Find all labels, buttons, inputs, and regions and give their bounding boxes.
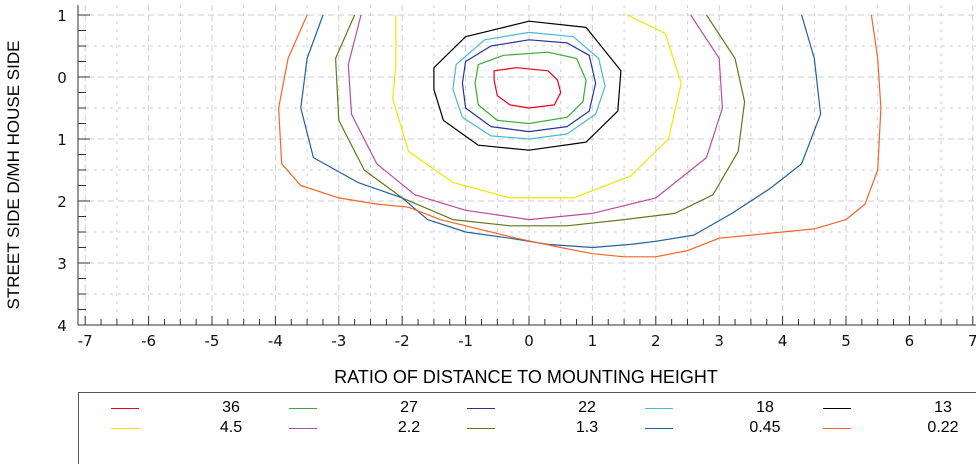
contour-line-0.45 <box>300 14 822 249</box>
legend-swatch <box>467 428 495 429</box>
legend-swatch <box>823 428 851 429</box>
y-tick-label: 2 <box>57 193 67 211</box>
legend-label: 13 <box>934 399 952 416</box>
contour-line-18 <box>452 31 606 140</box>
contour-line-4.5 <box>392 14 682 199</box>
x-axis-title: RATIO OF DISTANCE TO MOUNTING HEIGHT <box>334 367 718 387</box>
x-tick-label: 0 <box>524 332 534 350</box>
contour-line-1.3 <box>335 14 746 227</box>
legend-swatch <box>111 428 139 429</box>
x-tick-label: 7 <box>968 332 976 350</box>
x-tick-label: 1 <box>588 332 598 350</box>
legend-label: 1.3 <box>575 419 599 436</box>
grid-lines <box>78 5 976 325</box>
legend: 36 27 22 18 13 4.5 2.2 1.3 0.45 0.22 <box>78 392 976 464</box>
y-tick-label: 1 <box>57 131 67 149</box>
x-tick-label: 3 <box>714 332 724 350</box>
axes <box>77 5 976 326</box>
legend-swatch <box>289 408 317 409</box>
x-tick-label: -1 <box>458 332 473 350</box>
x-tick-label: -7 <box>78 332 93 350</box>
axis-ticks: -7 -6 -5 -4 -3 -2 -1 0 1 2 3 4 5 6 7 1 0 1 2 3 4 <box>57 7 976 350</box>
legend-label: 27 <box>400 399 418 416</box>
legend-label: 4.5 <box>219 419 243 436</box>
x-tick-label: -3 <box>331 332 346 350</box>
contour-lines <box>278 14 882 258</box>
x-tick-label: -6 <box>141 332 156 350</box>
x-tick-label: -4 <box>268 332 283 350</box>
legend-swatch <box>111 408 139 409</box>
x-tick-label: -5 <box>205 332 220 350</box>
x-tick-label: 2 <box>651 332 661 350</box>
y-axis-title: STREET SIDE D/MH HOUSE SIDE <box>4 40 23 310</box>
x-tick-label: -2 <box>395 332 410 350</box>
legend-label: 0.45 <box>749 419 781 436</box>
legend-swatch <box>645 408 673 409</box>
contour-line-13 <box>433 20 622 151</box>
y-tick-label: 4 <box>57 317 67 335</box>
legend-label: 18 <box>756 399 774 416</box>
legend-label: 2.2 <box>397 419 421 436</box>
y-tick-label: 0 <box>57 69 67 87</box>
y-tick-label: 1 <box>57 7 67 25</box>
legend-label: 0.22 <box>927 419 959 436</box>
contour-line-0.22 <box>278 14 882 258</box>
legend-label: 36 <box>222 399 240 416</box>
legend-swatch <box>823 408 851 409</box>
legend-label: 22 <box>578 399 596 416</box>
legend-swatch <box>289 428 317 429</box>
contour-line-22 <box>461 39 597 133</box>
legend-swatch <box>645 428 673 429</box>
contour-line-27 <box>474 51 587 125</box>
x-tick-label: 4 <box>778 332 788 350</box>
x-tick-label: 5 <box>841 332 851 350</box>
x-tick-label: 6 <box>905 332 915 350</box>
y-tick-label: 3 <box>57 255 67 273</box>
contour-line-36 <box>493 67 562 109</box>
contour-line-2.2 <box>347 14 724 221</box>
legend-swatch <box>467 408 495 409</box>
y-axis-title-container: STREET SIDE D/MH HOUSE SIDE <box>2 10 26 340</box>
